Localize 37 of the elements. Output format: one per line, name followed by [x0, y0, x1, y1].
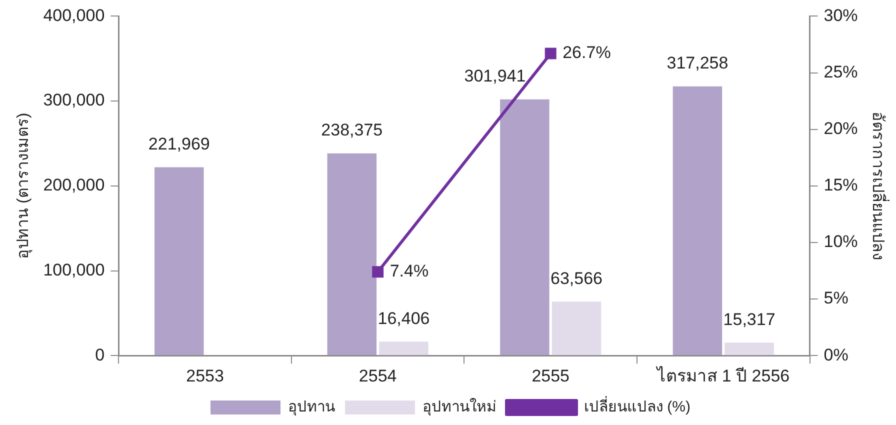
x-tick-label: 2553: [186, 366, 224, 386]
y-tick-label: 100,000: [43, 260, 105, 280]
bar: [327, 153, 377, 356]
data-label: 15,317: [723, 310, 776, 329]
y-tick-label: 200,000: [43, 176, 105, 195]
bar: [379, 342, 428, 356]
legend-label: เปลี่ยนแปลง (%): [584, 396, 690, 416]
data-label: 221,969: [148, 134, 210, 154]
x-tick-label: 2555: [532, 366, 570, 386]
x-tick-label: 2554: [358, 366, 397, 386]
y2-tick-label: 30%: [824, 6, 858, 25]
bar: [724, 342, 774, 356]
y-tick-label: 400,000: [43, 6, 105, 25]
y-tick-label: 0: [95, 345, 105, 364]
y-tick-label: 300,000: [43, 90, 105, 110]
y2-tick-label: 10%: [824, 232, 858, 252]
y2-tick-label: 20%: [824, 119, 858, 138]
y2-tick-label: 25%: [824, 62, 858, 82]
y-axis-title: อุปทาน (ตารางเมตร): [15, 112, 34, 259]
y2-tick-label: 5%: [824, 288, 848, 308]
y2-tick-label: 0%: [824, 345, 848, 364]
bar: [672, 86, 722, 356]
data-label: 7.4%: [390, 262, 429, 281]
data-label: 16,406: [378, 308, 430, 328]
x-tick-label: ไตรมาส 1 ปี 2556: [655, 365, 790, 386]
y2-tick-label: 15%: [824, 176, 858, 195]
y2-axis-title: อัตราการเปลี่ยนแปลง: [868, 111, 890, 260]
data-label: 26.7%: [562, 43, 611, 62]
bar: [500, 99, 550, 356]
legend-label: อุปทานใหม่: [422, 398, 496, 417]
bar: [552, 302, 602, 356]
data-label: 63,566: [550, 268, 603, 288]
data-label: 301,941: [464, 66, 526, 86]
data-label: 317,258: [666, 54, 728, 73]
bar: [154, 167, 204, 356]
legend-label: อุปทาน: [288, 398, 335, 417]
data-label: 238,375: [321, 120, 383, 140]
